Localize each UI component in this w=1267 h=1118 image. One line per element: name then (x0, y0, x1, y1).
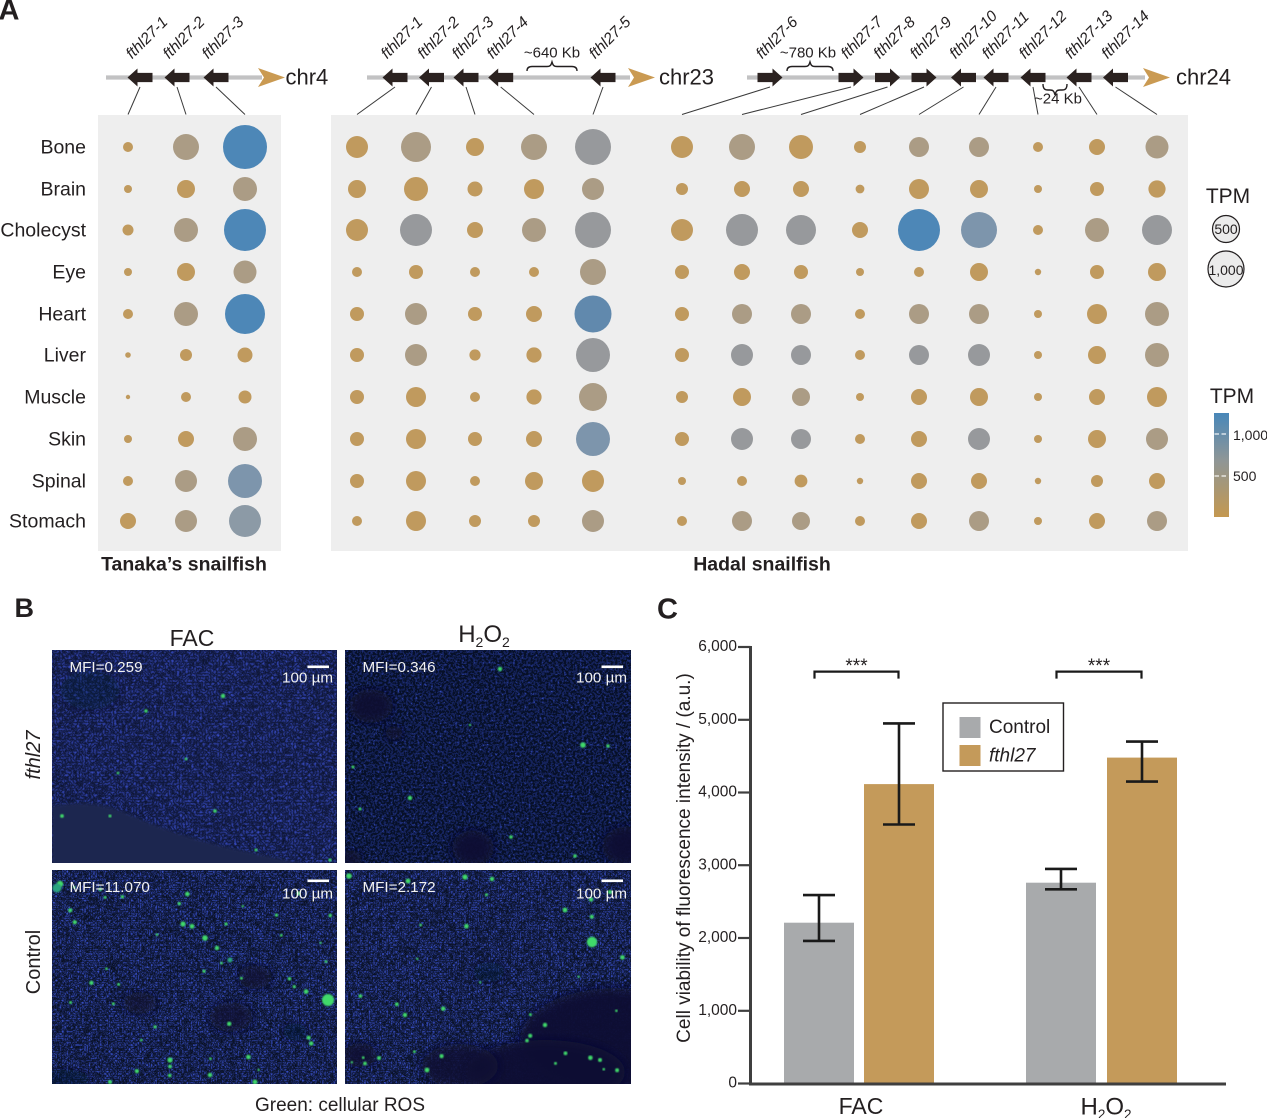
svg-text:MFI=0.259: MFI=0.259 (70, 659, 143, 676)
svg-text:Control: Control (989, 717, 1050, 738)
svg-text:Eye: Eye (52, 262, 86, 284)
svg-text:Green: cellular ROS: Green: cellular ROS (255, 1095, 425, 1116)
svg-text:5,000: 5,000 (698, 711, 737, 728)
svg-text:chr23: chr23 (659, 65, 714, 90)
svg-text:4,000: 4,000 (698, 784, 737, 801)
svg-text:~780 Kb: ~780 Kb (780, 45, 836, 62)
svg-text:Stomach: Stomach (9, 511, 86, 533)
svg-text:FAC: FAC (170, 625, 215, 651)
svg-text:TPM: TPM (1210, 385, 1254, 408)
svg-text:500: 500 (1233, 468, 1257, 484)
svg-text:1,000: 1,000 (1233, 427, 1267, 443)
svg-text:fthl27-3: fthl27-3 (199, 13, 248, 62)
svg-text:fthl27: fthl27 (23, 730, 45, 780)
svg-text:Cholecyst: Cholecyst (0, 220, 86, 242)
svg-text:fthl27-2: fthl27-2 (160, 13, 209, 62)
svg-text:A: A (0, 0, 20, 27)
svg-text:Heart: Heart (38, 304, 86, 326)
svg-text:H2O2: H2O2 (1080, 1094, 1131, 1118)
svg-text:Cell viability of fluorescence: Cell viability of fluorescence intensity… (674, 673, 695, 1043)
svg-text:B: B (15, 593, 35, 623)
svg-text:Hadal snailfish: Hadal snailfish (693, 554, 831, 576)
svg-text:FAC: FAC (839, 1093, 884, 1118)
svg-text:fthl27-5: fthl27-5 (586, 13, 635, 62)
svg-text:fthl27: fthl27 (989, 746, 1037, 767)
svg-text:MFI=11.070: MFI=11.070 (70, 879, 150, 896)
svg-text:6,000: 6,000 (698, 638, 737, 655)
svg-text:Brain: Brain (40, 179, 86, 201)
svg-text:100 µm: 100 µm (576, 670, 627, 687)
svg-text:~24 Kb: ~24 Kb (1034, 91, 1082, 108)
svg-text:***: *** (1088, 656, 1111, 677)
svg-text:fthl27-9: fthl27-9 (907, 13, 956, 62)
svg-text:TPM: TPM (1206, 185, 1250, 208)
svg-text:100 µm: 100 µm (576, 886, 627, 903)
svg-text:chr4: chr4 (286, 65, 329, 90)
svg-text:Liver: Liver (44, 345, 87, 367)
svg-text:C: C (657, 594, 678, 626)
svg-text:3,000: 3,000 (698, 857, 737, 874)
svg-text:Bone: Bone (40, 137, 86, 159)
svg-text:MFI=2.172: MFI=2.172 (363, 879, 436, 896)
svg-text:0: 0 (728, 1075, 737, 1092)
svg-text:~640 Kb: ~640 Kb (524, 45, 580, 62)
svg-text:2,000: 2,000 (698, 929, 737, 946)
svg-text:1,000: 1,000 (1208, 262, 1243, 278)
svg-text:100 µm: 100 µm (282, 886, 333, 903)
svg-text:Muscle: Muscle (24, 387, 86, 409)
svg-text:Control: Control (23, 930, 45, 994)
svg-text:***: *** (845, 656, 868, 677)
svg-text:MFI=0.346: MFI=0.346 (363, 659, 436, 676)
svg-text:500: 500 (1214, 221, 1238, 237)
svg-text:H2O2: H2O2 (458, 621, 510, 650)
svg-text:chr24: chr24 (1176, 65, 1231, 90)
svg-text:Tanaka’s snailfish: Tanaka’s snailfish (101, 554, 267, 576)
svg-text:100 µm: 100 µm (282, 670, 333, 687)
svg-text:Skin: Skin (48, 429, 86, 451)
svg-text:Spinal: Spinal (32, 471, 86, 493)
svg-text:1,000: 1,000 (698, 1002, 737, 1019)
